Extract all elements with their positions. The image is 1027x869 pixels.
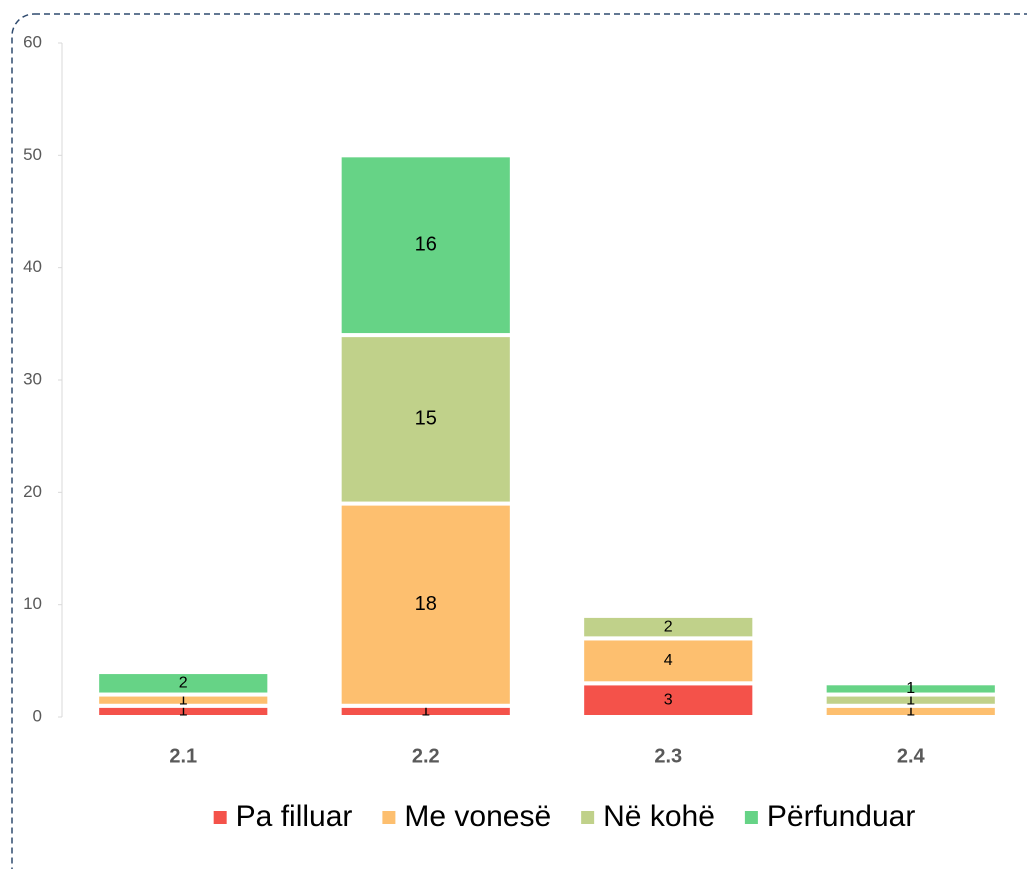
- data-label: 1: [179, 691, 188, 708]
- data-label: 18: [415, 593, 437, 615]
- y-tick-label: 40: [23, 257, 42, 276]
- data-label: 1: [421, 703, 430, 720]
- data-label: 2: [664, 618, 673, 635]
- data-label: 2: [179, 675, 188, 692]
- bar-segment: [337, 153, 514, 338]
- legend-swatch: [581, 811, 595, 824]
- legend-label: Me vonesë: [404, 800, 551, 833]
- x-tick-label: 2.3: [654, 745, 682, 767]
- x-tick-label: 2.4: [897, 745, 926, 767]
- legend-swatch: [382, 811, 396, 824]
- x-tick-label: 2.2: [412, 745, 440, 767]
- data-label: 3: [664, 691, 673, 708]
- bar-segment: [337, 501, 514, 708]
- bar-segment: [580, 613, 757, 641]
- legend-label: Pa filluar: [236, 800, 353, 833]
- data-label: 1: [906, 691, 915, 708]
- y-tick-label: 50: [23, 145, 42, 164]
- legend-swatch: [744, 811, 758, 824]
- y-tick-label: 30: [23, 369, 42, 388]
- data-label: 16: [415, 233, 437, 255]
- bar-segment: [95, 670, 272, 697]
- legend-swatch: [213, 811, 227, 824]
- data-label: 1: [906, 680, 915, 697]
- y-tick-label: 0: [33, 706, 42, 725]
- frame: [11, 13, 1027, 869]
- bar-segment: [822, 681, 999, 697]
- bar-segment: [580, 681, 757, 719]
- y-tick-label: 10: [23, 594, 42, 613]
- x-tick-label: 2.1: [169, 745, 197, 767]
- legend-label: Përfunduar: [767, 800, 915, 833]
- legend-label: Në kohë: [603, 800, 715, 833]
- data-label: 1: [179, 703, 188, 720]
- y-tick-label: 20: [23, 482, 42, 501]
- bar-segment: [337, 333, 514, 506]
- data-label: 1: [906, 703, 915, 720]
- data-label: 15: [415, 408, 437, 430]
- bar-segment: [580, 636, 757, 686]
- y-tick-label: 60: [23, 32, 42, 51]
- data-label: 4: [664, 652, 673, 669]
